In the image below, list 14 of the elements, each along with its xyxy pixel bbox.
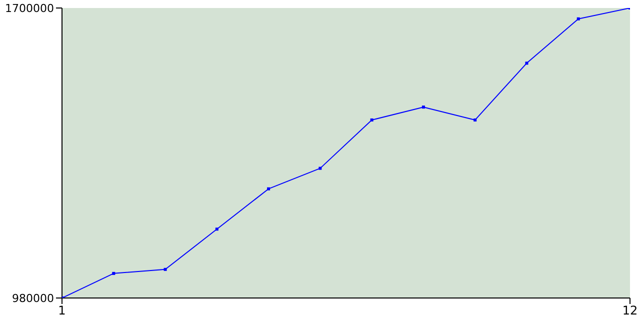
point bbox=[370, 118, 374, 122]
point bbox=[525, 62, 528, 65]
point bbox=[164, 268, 167, 271]
point bbox=[422, 106, 425, 109]
y-tick-label: 980000 bbox=[12, 292, 54, 305]
point bbox=[474, 118, 477, 122]
point bbox=[215, 228, 218, 231]
point bbox=[112, 272, 116, 275]
y-tick-label: 1700000 bbox=[5, 2, 54, 15]
point bbox=[267, 187, 270, 190]
x-tick-label: 12 bbox=[622, 304, 638, 318]
point bbox=[318, 166, 322, 170]
x-tick-label: 1 bbox=[58, 304, 66, 318]
point bbox=[576, 17, 580, 20]
